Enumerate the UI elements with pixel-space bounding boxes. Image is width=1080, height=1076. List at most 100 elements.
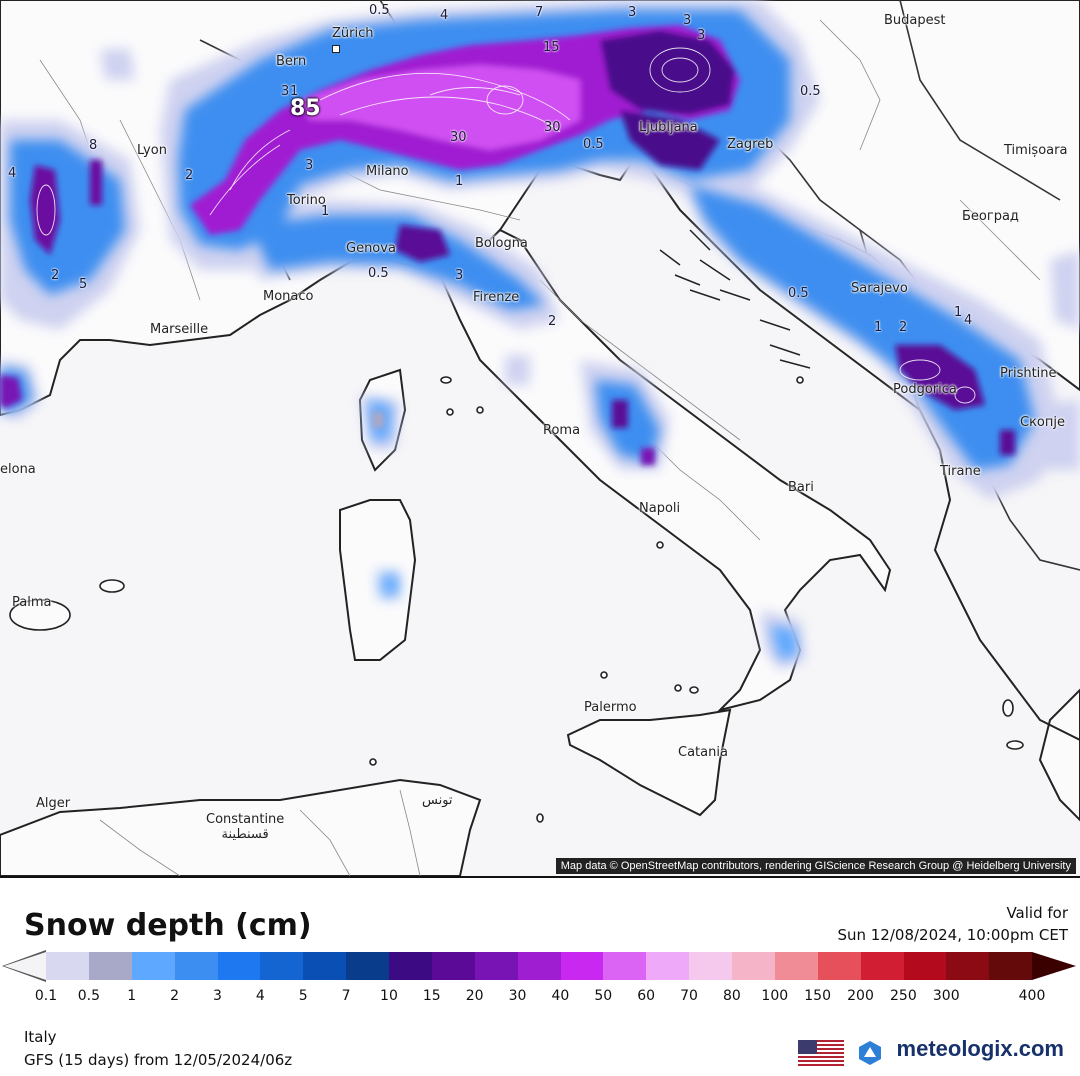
- model-run-label: GFS (15 days) from 12/05/2024/06z: [24, 1051, 293, 1069]
- city-label: Podgorica: [893, 382, 957, 397]
- color-scale-cell: [474, 952, 518, 980]
- color-scale-tick-label: 60: [637, 988, 656, 1004]
- contour-lines: [36, 47, 976, 404]
- valid-time: Valid for Sun 12/08/2024, 10:00pm CET: [837, 902, 1068, 946]
- color-scale-cell: [732, 952, 775, 980]
- color-scale-tick-label: 0.5: [77, 988, 100, 1004]
- city-label: Constantine قسنطينة: [206, 812, 285, 842]
- color-scale-tick-label: 50: [594, 988, 613, 1004]
- color-scale-tick-label: 15: [422, 988, 441, 1004]
- legend-max-arrow: [1032, 952, 1076, 980]
- contour-label: 3: [628, 5, 637, 20]
- contour-label: 0.5: [788, 286, 809, 301]
- city-label: Tirane: [940, 464, 981, 479]
- city-label: Zürich: [332, 26, 374, 56]
- color-scale-tick-label: 3: [213, 988, 222, 1004]
- city-label: Napoli: [639, 501, 681, 516]
- meteologix-logo-icon: [859, 1041, 881, 1065]
- color-scale-cell: [389, 952, 432, 980]
- city-label: Скопје: [1020, 415, 1065, 430]
- contour-label: 1: [874, 320, 883, 335]
- color-scale-cell: [174, 952, 218, 980]
- contour-label: 7: [535, 5, 544, 20]
- contour-label: 2: [899, 320, 908, 335]
- city-label: Bern: [276, 54, 307, 69]
- contour-label: 15: [543, 40, 560, 55]
- color-scale-tick-label: 200: [847, 988, 874, 1004]
- valid-label: Valid for: [1006, 904, 1068, 922]
- contour-label: 0.5: [369, 3, 390, 18]
- city-label: Timișoara: [1004, 143, 1068, 158]
- city-label: Torino: [287, 193, 326, 208]
- color-scale-tick-label: 400: [1018, 988, 1046, 1004]
- color-scale-cell: [431, 952, 475, 980]
- color-scale-cell: [46, 952, 89, 980]
- color-scale-tick-label: 1: [127, 988, 137, 1004]
- snow-depth-map[interactable]: Zürich Bern Lyon Milano Torino Genova Bo…: [0, 0, 1080, 878]
- color-scale-cell: [817, 952, 861, 980]
- city-marker-icon: [332, 44, 340, 53]
- color-scale-cell: [131, 952, 175, 980]
- color-scale-cell: [217, 952, 261, 980]
- city-label: Budapest: [884, 13, 946, 28]
- contour-label: 2: [51, 268, 60, 283]
- color-scale-cell: [260, 952, 304, 980]
- city-label: Marseille: [150, 322, 209, 337]
- city-label: Palma: [12, 595, 52, 610]
- color-scale-tick-label: 5: [298, 988, 308, 1004]
- color-scale-cell: [903, 952, 947, 980]
- valid-datetime: Sun 12/08/2024, 10:00pm CET: [837, 926, 1068, 944]
- contour-label: 4: [440, 8, 449, 23]
- color-scale-bar: [46, 952, 1033, 980]
- city-label: Alger: [36, 796, 71, 811]
- color-scale-cell: [603, 952, 647, 980]
- contour-label: 1: [455, 174, 464, 189]
- legend-title: Snow depth (cm): [24, 908, 312, 943]
- contour-label: 0.5: [368, 266, 389, 281]
- color-scale-cell: [346, 952, 389, 980]
- city-label: Genova: [346, 241, 396, 256]
- contour-label: 8: [89, 138, 98, 153]
- city-label: تونس: [422, 793, 453, 808]
- color-scale-cell: [689, 952, 732, 980]
- city-label: Catania: [678, 745, 728, 760]
- map-attribution: Map data © OpenStreetMap contributors, r…: [555, 858, 1076, 874]
- contour-label: 3: [683, 13, 692, 28]
- contour-label: 3: [455, 268, 464, 283]
- city-label: Monaco: [263, 289, 314, 304]
- color-scale-tick-label: 4: [255, 988, 265, 1004]
- color-scale-cell: [517, 952, 561, 980]
- color-scale-tick-label: 20: [465, 988, 484, 1004]
- contour-label: 4: [8, 166, 17, 181]
- color-scale-tick-label: 150: [804, 988, 832, 1004]
- contour-label: 0.5: [800, 84, 821, 99]
- color-scale-tick-label: 7: [341, 988, 351, 1004]
- legend-panel: Snow depth (cm) Valid for Sun 12/08/2024…: [0, 878, 1080, 1076]
- contour-label: 1: [321, 204, 330, 219]
- contour-label: 5: [79, 277, 88, 292]
- us-flag-icon: [798, 1040, 844, 1066]
- contour-label: 1: [954, 305, 963, 320]
- color-scale-tick-label: 0.1: [34, 988, 58, 1004]
- contour-label: 30: [544, 120, 561, 135]
- legend-min-arrow: [4, 952, 46, 980]
- contour-label: 3: [697, 28, 706, 43]
- color-scale-cell: [989, 952, 1033, 980]
- city-label: Bologna: [475, 236, 528, 251]
- contour-label: 1: [290, 84, 299, 99]
- brand-name[interactable]: meteologix.com: [896, 1036, 1064, 1061]
- color-scale-cell: [303, 952, 347, 980]
- city-label: Milano: [366, 164, 409, 179]
- contour-label: 3: [281, 84, 290, 99]
- region-label: Italy: [24, 1028, 57, 1046]
- city-label: Prishtine: [1000, 366, 1057, 381]
- color-scale-cell: [774, 952, 818, 980]
- city-label: Београд: [962, 209, 1019, 224]
- contour-label: 2: [185, 168, 194, 183]
- color-scale-ticks: 0.1 0.5 1 2 3 4 5 7 10 15 20 30 40 50 60 70 80 100 150 200 2…: [0, 988, 1080, 1008]
- color-scale-tick-label: 300: [932, 988, 960, 1004]
- color-scale-tick-label: 100: [761, 988, 789, 1004]
- color-scale-tick-label: 250: [890, 988, 917, 1004]
- city-label: Sarajevo: [851, 281, 908, 296]
- contour-label: 3: [305, 158, 314, 173]
